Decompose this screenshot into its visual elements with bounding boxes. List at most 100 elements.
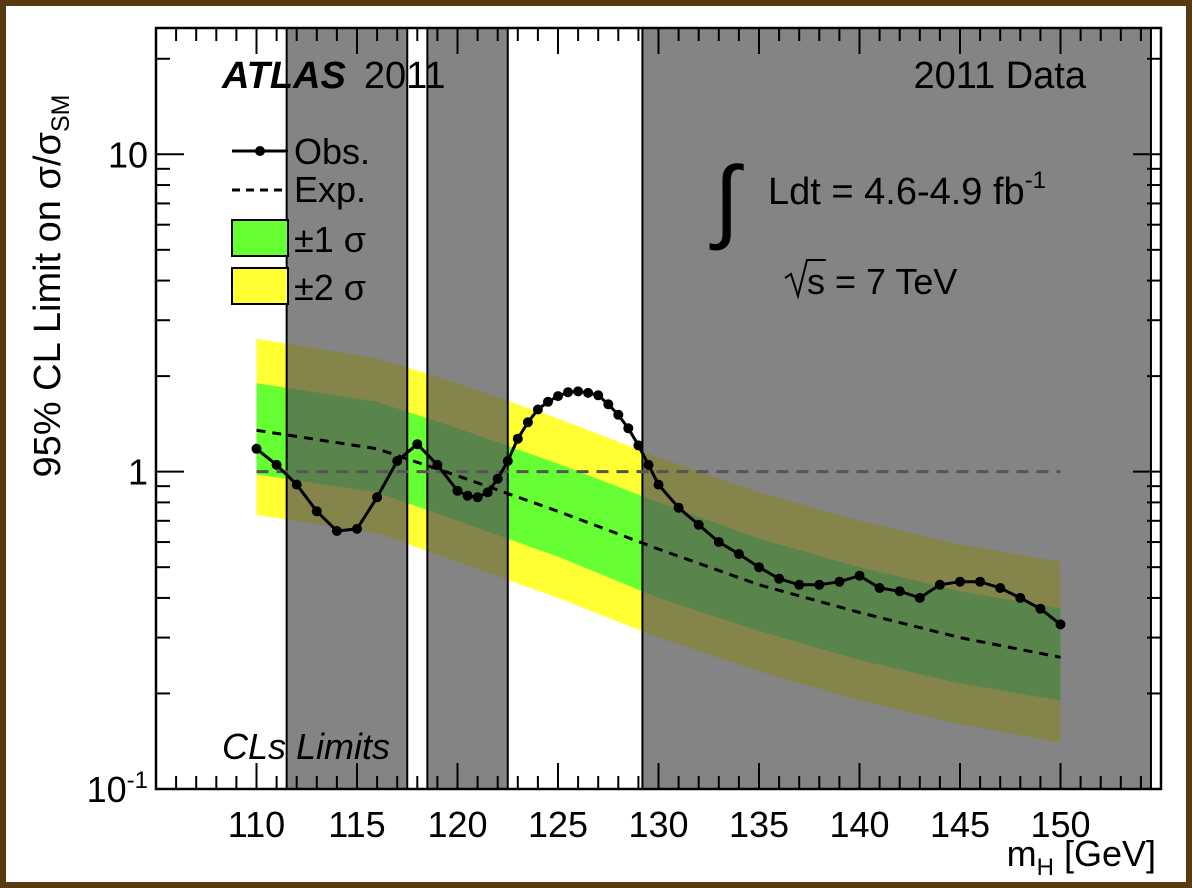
observed-point: [583, 387, 594, 398]
legend-label-band1: ±1 σ: [294, 219, 366, 260]
method-label: CLs Limits: [222, 726, 390, 767]
y-tick-label: 10-1: [87, 767, 148, 810]
observed-point: [472, 492, 483, 503]
energy-label: s = 7 TeV: [784, 259, 957, 302]
x-axis-title-sub: H: [1037, 854, 1054, 881]
legend: Obs. Exp. ±1 σ ±2 σ: [231, 131, 370, 308]
observed-point: [522, 417, 533, 428]
energy-text: s = 7 TeV: [807, 261, 957, 302]
observed-point: [643, 459, 654, 470]
observed-point: [653, 479, 664, 490]
observed-point: [1035, 603, 1046, 614]
observed-point: [1015, 592, 1026, 603]
observed-point: [713, 537, 724, 547]
observed-point: [995, 583, 1006, 593]
y-axis-title-sub: SM: [47, 95, 75, 133]
observed-point: [492, 473, 503, 484]
x-tick-label: 120: [427, 804, 487, 845]
observed-point: [693, 519, 704, 530]
sqrt-sign: [784, 259, 826, 300]
observed-point: [834, 576, 845, 587]
excluded-region-2: [426, 27, 509, 790]
atlas-label: ATLAS 2011: [221, 55, 446, 97]
observed-point: [512, 433, 523, 444]
legend-item-band1: ±1 σ: [231, 219, 366, 260]
observed-point: [854, 570, 865, 581]
observed-point: [352, 523, 362, 534]
observed-point: [372, 492, 383, 503]
legend-item-band2: ±2 σ: [231, 267, 366, 308]
x-tick-label: 130: [628, 804, 688, 845]
integral-sign: ∫: [709, 149, 744, 251]
y-tick-label: 10: [108, 134, 148, 175]
observed-point: [955, 576, 965, 587]
observed-point: [573, 386, 584, 397]
observed-point: [673, 502, 684, 513]
legend-item-obs: Obs.: [232, 131, 370, 172]
observed-point: [482, 487, 493, 498]
observed-point: [754, 562, 764, 573]
legend-label-band2: ±2 σ: [294, 267, 366, 308]
observed-point: [603, 399, 614, 410]
x-tick-label: 145: [930, 804, 990, 845]
observed-point: [874, 583, 885, 593]
observed-point: [934, 579, 945, 590]
observed-point: [532, 404, 543, 415]
observed-point: [271, 459, 282, 470]
excluded-region-1: [285, 27, 409, 790]
observed-point: [311, 506, 322, 517]
observed-point: [462, 490, 473, 501]
observed-point: [251, 443, 262, 454]
x-tick-label: 135: [729, 804, 789, 845]
observed-point: [432, 459, 443, 470]
x-tick-label: 125: [528, 804, 588, 845]
limit-plot: 110 115 120 125 130 135 140 145 150 10 1 10-1 95% C…: [27, 26, 1163, 881]
legend-label-exp: Exp.: [294, 169, 366, 210]
x-tick-label: 110: [228, 804, 285, 845]
axes: 110 115 120 125 130 135 140 145 150 10 1 10-1: [87, 26, 1163, 845]
observed-point: [412, 439, 423, 450]
observed-point: [733, 549, 744, 559]
observed-point: [543, 396, 553, 407]
luminosity-exponent: -1: [1025, 167, 1046, 194]
legend-item-exp: Exp.: [232, 169, 366, 210]
observed-point: [593, 390, 604, 401]
observed-point: [563, 387, 573, 398]
observed-point: [774, 573, 785, 584]
observed-point: [633, 440, 644, 451]
chart-frame: 110 115 120 125 130 135 140 145 150 10 1 10-1 95% C…: [6, 6, 1186, 882]
observed-point: [814, 579, 825, 590]
y-axis-title: 95% CL Limit on σ/σSM: [27, 95, 75, 478]
observed-point: [452, 485, 463, 496]
x-axis-title-unit: [GeV]: [1054, 833, 1156, 874]
expected-median-line: [256, 428, 1061, 659]
x-axis-title-main: m: [1007, 833, 1037, 874]
observed-point: [613, 409, 624, 420]
observed-point: [553, 391, 563, 402]
observed-point: [1055, 619, 1066, 630]
observed-point: [914, 592, 925, 603]
observed-point: [975, 576, 986, 587]
x-tick-label: 150: [1030, 804, 1090, 845]
legend-label-obs: Obs.: [294, 131, 370, 172]
excluded-region-3: [641, 27, 1152, 790]
excluded-regions: [285, 27, 1152, 790]
y-tick-label: 1: [128, 452, 148, 493]
observed-point: [392, 456, 403, 466]
observed-point: [794, 579, 805, 590]
observed-point: [502, 456, 513, 466]
observed-point: [331, 526, 342, 536]
y-axis-title-main: 95% CL Limit on σ/σ: [27, 132, 69, 477]
x-tick-label: 140: [829, 804, 889, 845]
experiment-year: 2011: [364, 55, 446, 97]
luminosity-label: Ldt = 4.6-4.9 fb-1: [768, 167, 1046, 213]
series-lines: [251, 386, 1066, 659]
dataset-label: 2011 Data: [913, 55, 1086, 97]
x-axis-title: mH [GeV]: [1007, 833, 1156, 881]
observed-point: [894, 586, 905, 597]
x-tick-label: 115: [328, 804, 385, 845]
luminosity-text: Ldt = 4.6-4.9 fb: [768, 171, 1025, 213]
observed-point: [291, 479, 302, 490]
observed-point: [623, 423, 634, 434]
experiment-name: ATLAS: [221, 55, 346, 97]
